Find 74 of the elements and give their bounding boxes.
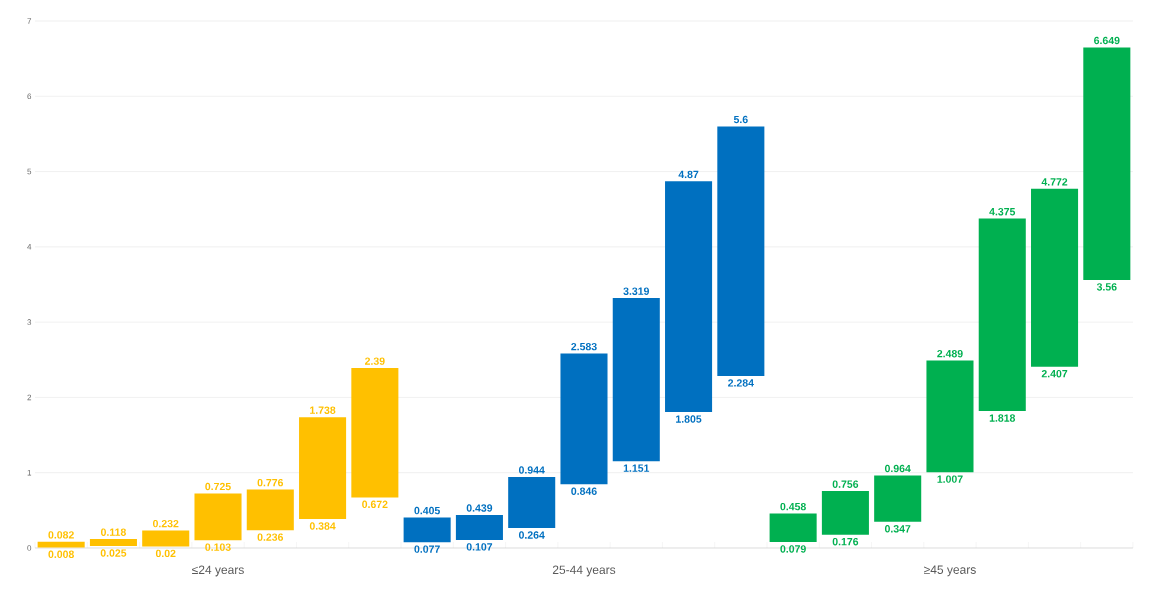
data-label: 0.944 [518, 466, 545, 474]
bar [1083, 47, 1131, 280]
annotation: 1.818 [989, 414, 1016, 422]
data-label: 0.405 [414, 506, 440, 515]
data-label: 0.232 [152, 519, 179, 528]
bar [769, 513, 817, 543]
y-tick-label: 0 [27, 545, 32, 551]
y-tick-label: 1 [27, 469, 32, 476]
annotation: 0.103 [205, 543, 231, 551]
annotation: 0.384 [309, 522, 336, 530]
data-label: 4.87 [678, 170, 699, 179]
annotation: 0.079 [780, 545, 806, 553]
bar [978, 218, 1026, 412]
bar [455, 514, 503, 540]
data-label: 0.725 [205, 482, 231, 491]
annotation: 0.236 [257, 533, 284, 541]
annotation: 3.56 [1096, 283, 1117, 291]
data-label: 0.458 [780, 502, 806, 511]
bar [246, 489, 294, 531]
annotation: 0.008 [48, 550, 74, 559]
x-tick-label: ≤24 years [192, 565, 244, 577]
annotation: 1.805 [676, 415, 702, 423]
bar [560, 353, 608, 485]
bar [194, 493, 242, 541]
bar [612, 298, 660, 462]
data-label: 2.39 [365, 357, 385, 365]
annotation: 1.151 [623, 464, 650, 472]
annotation: 0.846 [571, 487, 597, 495]
y-tick-label: 5 [27, 168, 32, 175]
bar [821, 491, 869, 535]
annotation: 0.107 [466, 543, 493, 551]
bar [37, 541, 85, 548]
x-tick-label: ≥45 years [924, 565, 976, 577]
annotation: 0.264 [518, 531, 545, 539]
data-label: 0.439 [466, 504, 493, 512]
annotation: 0.672 [362, 500, 388, 509]
annotation: 0.176 [832, 537, 859, 546]
data-label: 0.776 [257, 478, 284, 487]
bar [351, 368, 399, 498]
data-label: 4.375 [989, 207, 1016, 216]
annotation: 2.284 [728, 379, 754, 387]
data-label: 1.738 [310, 406, 336, 414]
data-label: 4.772 [1041, 178, 1068, 186]
data-label: 0.756 [832, 480, 859, 488]
annotation: 0.347 [884, 525, 911, 533]
bar [665, 181, 713, 413]
y-tick-label: 6 [27, 93, 32, 100]
data-label: 0.082 [48, 531, 74, 539]
data-label: 0.118 [101, 528, 126, 536]
y-tick-label: 3 [27, 319, 32, 325]
data-label: 5.6 [733, 115, 748, 124]
data-label: 2.583 [571, 342, 597, 351]
annotation: 0.025 [100, 549, 127, 557]
annotation: 2.407 [1041, 369, 1068, 378]
bar [717, 126, 765, 377]
annotation: 0.077 [414, 545, 440, 553]
bar [142, 530, 190, 547]
bar [508, 476, 556, 529]
bar [926, 360, 974, 473]
bar [299, 417, 347, 520]
annotation: 1.007 [937, 475, 963, 483]
y-tick-label: 7 [27, 18, 32, 24]
annotation: 0.02 [155, 549, 176, 558]
bar [874, 475, 922, 522]
data-label: 2.489 [937, 349, 963, 358]
data-label: 3.319 [623, 287, 650, 295]
y-tick-label: 4 [27, 244, 32, 250]
x-tick-label: 25-44 years [552, 565, 616, 577]
bar [89, 539, 137, 547]
bar [403, 517, 451, 543]
data-label: 0.964 [884, 464, 911, 473]
bar [1031, 188, 1079, 367]
y-tick-label: 2 [27, 394, 32, 401]
data-label: 6.649 [1094, 36, 1120, 45]
